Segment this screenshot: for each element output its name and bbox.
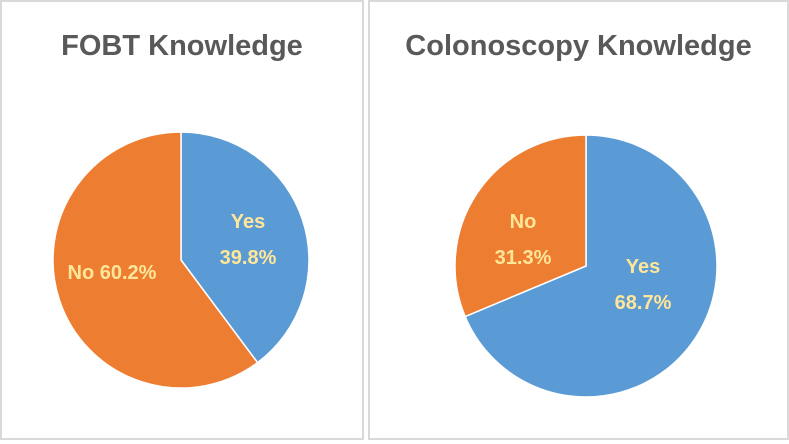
pie-slice-yes (180, 131, 310, 364)
pie-slice-yes (464, 134, 718, 398)
fobt-chart-panel: FOBT Knowledge Yes 39.8% No 60.2% (0, 0, 364, 440)
data-label-no: No 31.3% (495, 211, 552, 269)
slice-value-label: 39.8% (220, 247, 277, 269)
pie-slice-no (454, 134, 587, 318)
chart-title: Colonoscopy Knowledge (405, 30, 752, 62)
fobt-pie-chart: Yes 39.8% No 60.2% (52, 131, 310, 389)
data-label-no: No 60.2% (68, 262, 157, 284)
slice-category-value-label: No 60.2% (68, 262, 157, 284)
slice-value-label: 31.3% (495, 247, 552, 269)
colonoscopy-chart-panel: Colonoscopy Knowledge Yes 68.7% No 31.3% (368, 0, 789, 440)
chart-title: FOBT Knowledge (61, 30, 303, 62)
data-label-yes: Yes 39.8% (220, 211, 277, 269)
slice-category-label: Yes (626, 256, 660, 278)
pie-slice-no (52, 131, 259, 389)
slice-category-label: No (510, 211, 537, 233)
data-label-yes: Yes 68.7% (615, 256, 672, 314)
colonoscopy-pie-chart: Yes 68.7% No 31.3% (454, 134, 718, 398)
slice-category-label: Yes (231, 211, 265, 233)
slice-value-label: 68.7% (615, 292, 672, 314)
